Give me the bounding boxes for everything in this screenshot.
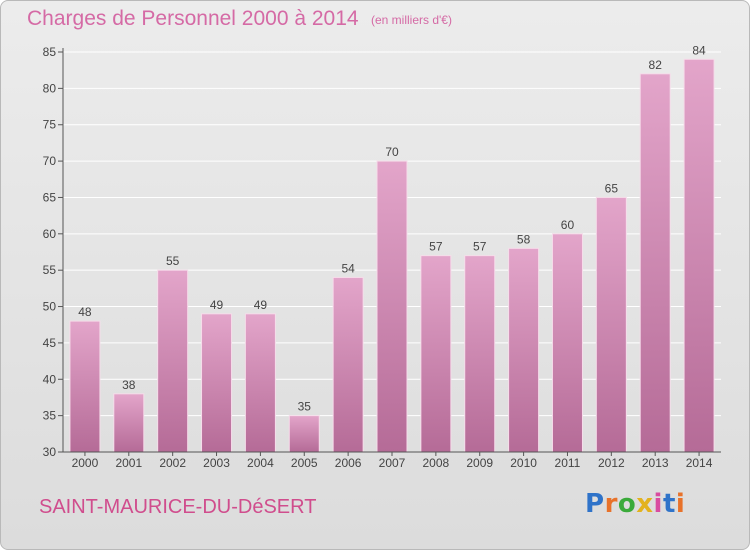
bar-value-label: 57	[429, 240, 443, 254]
bar-value-label: 48	[78, 305, 92, 319]
x-tick-label: 2010	[510, 456, 537, 470]
y-tick-label: 70	[43, 154, 57, 168]
x-tick-label: 2008	[423, 456, 450, 470]
proxiti-logo[interactable]: Proxiti	[585, 489, 685, 519]
chart-title: Charges de Personnel 2000 à 2014	[27, 7, 359, 30]
axes	[58, 48, 721, 456]
logo-letter: t	[662, 489, 676, 519]
y-tick-label: 50	[43, 300, 57, 314]
bar	[551, 233, 583, 453]
bar	[332, 276, 364, 453]
x-tick-label: 2002	[159, 456, 186, 470]
logo-letter: i	[675, 489, 686, 519]
x-tick-label: 2014	[686, 456, 713, 470]
bar-value-label: 58	[517, 232, 531, 246]
x-tick-label: 2006	[335, 456, 362, 470]
x-tick-label: 2007	[379, 456, 406, 470]
y-tick-label: 30	[43, 445, 57, 459]
bar-value-label: 55	[166, 254, 180, 268]
bar	[683, 58, 715, 453]
bar	[157, 269, 189, 453]
x-tick-label: 2004	[247, 456, 274, 470]
bar-value-label: 84	[692, 43, 706, 57]
logo-letter: r	[604, 489, 618, 519]
bar-value-label: 70	[385, 145, 399, 159]
y-tick-label: 60	[43, 227, 57, 241]
place-name: SAINT-MAURICE-DU-DéSERT	[39, 496, 317, 518]
x-tick-label: 2009	[466, 456, 493, 470]
bar	[464, 255, 496, 453]
y-tick-label: 55	[43, 263, 57, 277]
y-tick-label: 40	[43, 372, 57, 386]
bar	[288, 415, 320, 453]
x-tick-label: 2012	[598, 456, 625, 470]
bar	[244, 313, 276, 453]
y-tick-label: 65	[43, 190, 57, 204]
bar	[69, 320, 101, 453]
bar	[420, 255, 452, 453]
bar-value-label: 65	[605, 181, 619, 195]
x-tick-label: 2001	[115, 456, 142, 470]
logo-letter: o	[617, 489, 637, 519]
y-tick-label: 80	[43, 81, 57, 95]
bar	[639, 73, 671, 453]
y-tick-label: 45	[43, 336, 57, 350]
bars	[69, 58, 715, 453]
x-tick-label: 2011	[555, 456, 581, 470]
bar-value-label: 82	[649, 58, 663, 72]
bar-value-label: 35	[298, 400, 312, 414]
bar	[508, 247, 540, 453]
y-tick-label: 35	[43, 409, 57, 423]
bar-value-label: 49	[254, 298, 268, 312]
labels: 30 35 40 45 50 55 60 65 70 75 80 85 48 2000 38 2001 55 20…	[43, 43, 713, 470]
x-tick-label: 2013	[642, 456, 669, 470]
bar-value-label: 54	[341, 261, 355, 275]
logo-letter: i	[653, 489, 663, 519]
logo-letter: P	[585, 489, 605, 519]
x-tick-label: 2003	[203, 456, 230, 470]
x-tick-label: 2005	[291, 456, 318, 470]
bar-value-label: 57	[473, 240, 487, 254]
bar-value-label: 49	[210, 298, 224, 312]
chart-subtitle: (en milliers d'€)	[371, 13, 452, 27]
x-tick-label: 2000	[72, 456, 99, 470]
bar-value-label: 60	[561, 218, 575, 232]
bar-value-label: 38	[122, 378, 136, 392]
bar	[201, 313, 233, 453]
bar	[376, 160, 408, 453]
y-tick-label: 85	[43, 45, 57, 59]
bar	[595, 196, 627, 453]
logo-letter: x	[636, 489, 654, 519]
bar	[113, 393, 145, 453]
y-tick-label: 75	[43, 118, 57, 132]
